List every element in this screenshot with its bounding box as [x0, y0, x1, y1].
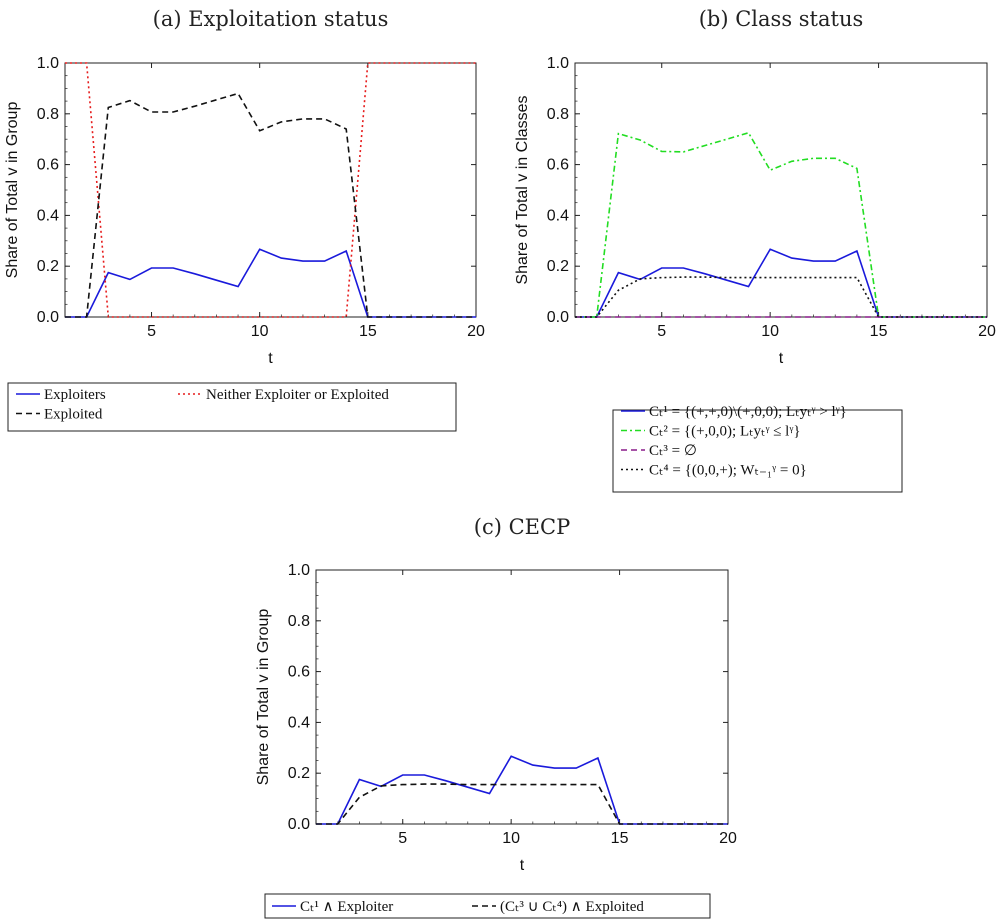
- legend-box: [612, 409, 903, 493]
- chart-title: (b) Class status: [699, 7, 864, 31]
- y-tick-label: 0.8: [37, 106, 59, 123]
- series-line-4: [575, 276, 987, 318]
- y-tick-label: 0.0: [288, 816, 310, 833]
- y-tick-label: 0.0: [547, 309, 569, 326]
- y-tick-label: 0.2: [547, 258, 569, 275]
- x-tick-label: 15: [870, 323, 888, 340]
- series-group: [575, 131, 987, 318]
- chart-panel-1: (a) Exploitation status 0.0 0.2 0.4 0.6 0.8 1.…: [4, 7, 485, 432]
- x-tick-label: 10: [761, 323, 779, 340]
- legend-label: Cₜ⁴ = {(0,0,+); Wₜ₋₁ᵞ = 0}: [649, 463, 807, 479]
- y-tick-label: 0.6: [288, 664, 310, 681]
- legend-label: Exploiters: [44, 387, 106, 403]
- y-tick-label: 0.6: [547, 157, 569, 174]
- series-line-2: [65, 62, 476, 318]
- chart-title: (a) Exploitation status: [153, 7, 389, 31]
- y-tick-label: 0.4: [288, 714, 310, 731]
- series-line-1: [575, 248, 987, 318]
- series-line-1: [316, 755, 728, 825]
- legend-label: Cₜ¹ = {(+,+,0)\(+,0,0); Lₜyₜᵞ > lᵞ}: [649, 404, 847, 420]
- x-tick-label: 10: [502, 830, 520, 847]
- legend-label: Neither Exploiter or Exploited: [206, 387, 389, 403]
- x-tick-label: 5: [657, 323, 666, 340]
- chart-title: (c) CECP: [474, 515, 570, 539]
- series-group: [65, 62, 476, 318]
- chart-panel-3: (c) CECP 0.0 0.2 0.4 0.6 0.8 1.0 5 10 15 20 t Share …: [255, 515, 737, 919]
- chart-panel-2: (b) Class status 0.0 0.2 0.4 0.6 0.8 1.0 5 10 15 2…: [514, 7, 996, 493]
- series-line-2: [575, 131, 987, 318]
- x-axis-label: t: [268, 350, 273, 367]
- x-tick-label: 20: [467, 323, 485, 340]
- y-axis-label: Share of Total v in Classes: [514, 95, 531, 284]
- legend-label: Cₜ¹ ∧ Exploiter: [300, 899, 393, 915]
- legend-label: Exploited: [44, 407, 103, 423]
- y-tick-label: 1.0: [547, 55, 569, 72]
- y-tick-label: 0.2: [288, 765, 310, 782]
- y-tick-label: 0.4: [37, 207, 59, 224]
- series-line-3: [65, 92, 476, 318]
- x-tick-label: 15: [611, 830, 629, 847]
- x-axis-label: t: [520, 857, 525, 874]
- legend-label: Cₜ³ = ∅: [649, 443, 697, 459]
- y-tick-label: 0.4: [547, 207, 569, 224]
- x-tick-label: 20: [978, 323, 996, 340]
- y-tick-label: 0.2: [37, 258, 59, 275]
- y-tick-label: 0.0: [37, 309, 59, 326]
- y-tick-label: 0.8: [547, 106, 569, 123]
- series-line-1: [65, 248, 476, 318]
- x-tick-label: 15: [359, 323, 377, 340]
- series-line-2: [316, 783, 728, 825]
- y-tick-label: 1.0: [37, 55, 59, 72]
- y-axis-label: Share of Total v in Group: [4, 102, 21, 279]
- legend-label: Cₜ² = {(+,0,0); Lₜyₜᵞ ≤ lᵞ}: [649, 424, 801, 440]
- y-tick-label: 0.6: [37, 157, 59, 174]
- x-tick-label: 10: [251, 323, 269, 340]
- legend-label: (Cₜ³ ∪ Cₜ⁴) ∧ Exploited: [500, 899, 644, 915]
- x-axis-label: t: [779, 350, 784, 367]
- y-tick-label: 0.8: [288, 613, 310, 630]
- legend-box: [7, 382, 457, 432]
- y-tick-label: 1.0: [288, 562, 310, 579]
- series-group: [316, 755, 728, 825]
- y-axis-label: Share of Total v in Group: [255, 609, 272, 786]
- x-tick-label: 20: [719, 830, 737, 847]
- x-tick-label: 5: [398, 830, 407, 847]
- x-tick-label: 5: [147, 323, 156, 340]
